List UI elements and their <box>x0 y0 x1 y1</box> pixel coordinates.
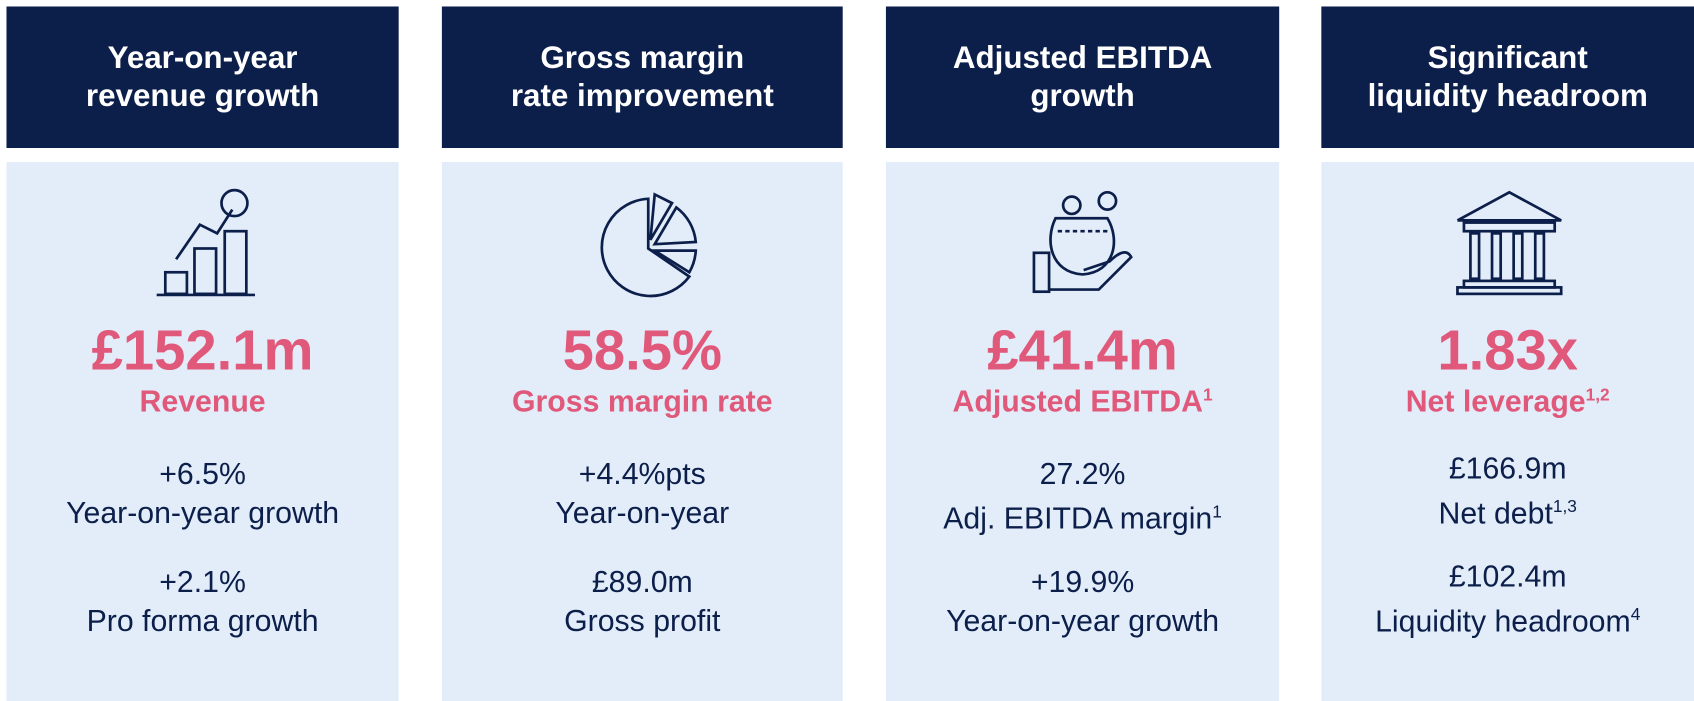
icon <box>1032 190 1133 294</box>
stat-label: Year-on-year growth <box>886 602 1279 641</box>
kpi-card: Gross margin rate improvement 58.5% Gross m… <box>441 0 843 701</box>
stat: +4.4%pts Year-on-year <box>442 455 843 533</box>
label-text: Revenue <box>139 384 266 419</box>
stat-value: £166.9m <box>1448 451 1567 486</box>
footnote-ref: 1 <box>1202 386 1213 405</box>
headline-value: £152.1m <box>91 319 314 383</box>
stat: +6.5% Year-on-year growth <box>6 455 398 533</box>
stat-label-text: Year-on-year growth <box>66 495 340 530</box>
stat-label-text: Gross profit <box>564 603 721 638</box>
header-line: Gross margin <box>540 40 745 76</box>
headline-value: 1.83x <box>1437 319 1578 383</box>
stat-value: +2.1% <box>159 565 246 599</box>
card-body: 58.5% Gross margin rate +4.4%pts Year-on-ye… <box>441 162 843 701</box>
stat-value: +19.9% <box>1030 565 1135 599</box>
header-line: Adjusted EBITDA <box>952 40 1213 76</box>
stat-label-text: Year-on-year <box>555 495 730 530</box>
stat-label: Net debt1,3 <box>1321 488 1694 533</box>
headline-label: Adjusted EBITDA1 <box>886 385 1279 420</box>
header-line: revenue growth <box>85 78 320 113</box>
headline-label: Gross margin rate <box>442 385 843 420</box>
icon <box>1455 190 1562 296</box>
header-line: rate improvement <box>510 78 774 113</box>
card-header: Year-on-year revenue growth <box>6 6 399 149</box>
stat: £166.9m Net debt1,3 <box>1321 449 1694 533</box>
stat: +2.1% Pro forma growth <box>6 563 398 641</box>
stat: 27.2% Adj. EBITDA margin1 <box>886 455 1279 539</box>
header-line: liquidity headroom <box>1367 78 1648 113</box>
stat-label-text: Year-on-year growth <box>946 603 1220 638</box>
card-body: 1.83x Net leverage1,2 £166.9m Net debt1,3 £1… <box>1321 162 1694 701</box>
headline-value: £41.4m <box>987 319 1178 383</box>
stat-value: +4.4%pts <box>578 457 706 491</box>
footnote-ref: 1 <box>1212 503 1222 522</box>
header-line: growth <box>1030 78 1135 113</box>
label-text: Net leverage <box>1405 384 1586 419</box>
stat-label: Year-on-year <box>442 494 843 533</box>
card-body: £41.4m Adjusted EBITDA1 27.2% Adj. EBITDA m… <box>885 162 1280 701</box>
footnote-ref: 1,2 <box>1585 386 1610 405</box>
stat-value: £89.0m <box>591 565 693 599</box>
stat: +19.9% Year-on-year growth <box>886 563 1279 641</box>
headline-label: Net leverage1,2 <box>1321 385 1694 420</box>
header-line: Year-on-year <box>107 40 298 76</box>
stat-label-text: Adj. EBITDA margin <box>943 501 1213 536</box>
stat-label: Pro forma growth <box>6 602 398 641</box>
card-header: Significant liquidity headroom <box>1321 6 1694 149</box>
stat-label-text: Net debt <box>1438 496 1553 530</box>
headline-label: Revenue <box>6 385 398 420</box>
card-body: £152.1m Revenue +6.5% Year-on-year growth +2… <box>6 162 399 701</box>
card-header: Adjusted EBITDA growth <box>885 6 1280 149</box>
stat-label: Gross profit <box>442 602 843 641</box>
stat-value: 27.2% <box>1039 457 1126 491</box>
stat-label: Adj. EBITDA margin1 <box>886 494 1279 539</box>
header-line: Significant <box>1427 40 1588 76</box>
card-header: Gross margin rate improvement <box>441 6 843 149</box>
icon <box>156 188 255 297</box>
stat-label: Liquidity headroom4 <box>1321 596 1694 641</box>
kpi-card: Adjusted EBITDA growth £41.4m Adjusted EBIT… <box>885 0 1280 701</box>
icon <box>599 192 697 298</box>
stat: £89.0m Gross profit <box>442 563 843 641</box>
label-text: Adjusted EBITDA <box>952 384 1203 419</box>
footnote-ref: 1,3 <box>1552 498 1577 517</box>
kpi-card: Year-on-year revenue growth £152.1m Revenue… <box>6 0 399 701</box>
stat-label: Year-on-year growth <box>6 494 398 533</box>
stat: £102.4m Liquidity headroom4 <box>1321 557 1694 641</box>
stat-label-text: Pro forma growth <box>86 603 319 638</box>
kpi-card: Significant liquidity headroom 1.83x Net le… <box>1321 0 1694 701</box>
label-text: Gross margin rate <box>511 384 773 419</box>
stat-value: +6.5% <box>159 457 246 491</box>
stat-value: £102.4m <box>1448 559 1567 594</box>
stat-label-text: Liquidity headroom <box>1375 604 1631 638</box>
footnote-ref: 4 <box>1630 606 1641 625</box>
headline-value: 58.5% <box>562 319 722 383</box>
